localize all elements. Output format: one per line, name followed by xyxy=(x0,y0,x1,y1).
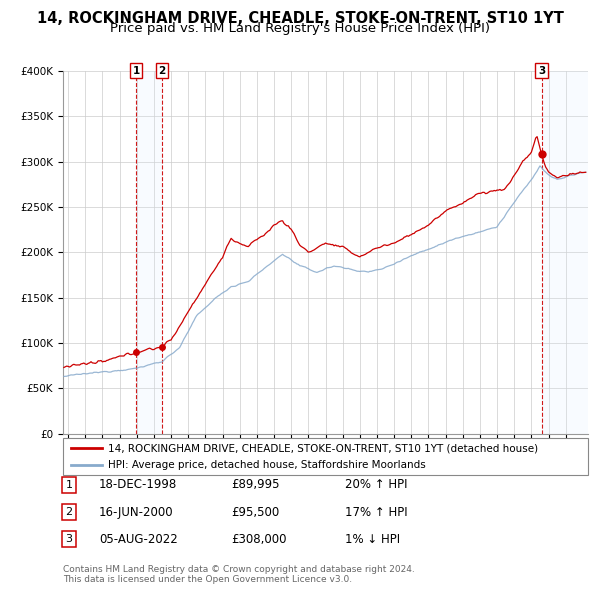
Text: £95,500: £95,500 xyxy=(231,506,279,519)
Text: 1: 1 xyxy=(133,66,140,76)
Text: 20% ↑ HPI: 20% ↑ HPI xyxy=(345,478,407,491)
Text: £89,995: £89,995 xyxy=(231,478,280,491)
Bar xyxy=(542,71,588,434)
Text: 2: 2 xyxy=(65,507,73,517)
Text: 1% ↓ HPI: 1% ↓ HPI xyxy=(345,533,400,546)
Text: 16-JUN-2000: 16-JUN-2000 xyxy=(99,506,173,519)
Text: 17% ↑ HPI: 17% ↑ HPI xyxy=(345,506,407,519)
Text: Price paid vs. HM Land Registry's House Price Index (HPI): Price paid vs. HM Land Registry's House … xyxy=(110,22,490,35)
Text: This data is licensed under the Open Government Licence v3.0.: This data is licensed under the Open Gov… xyxy=(63,575,352,584)
Text: 2: 2 xyxy=(158,66,166,76)
Text: 14, ROCKINGHAM DRIVE, CHEADLE, STOKE-ON-TRENT, ST10 1YT: 14, ROCKINGHAM DRIVE, CHEADLE, STOKE-ON-… xyxy=(37,11,563,25)
Text: 14, ROCKINGHAM DRIVE, CHEADLE, STOKE-ON-TRENT, ST10 1YT (detached house): 14, ROCKINGHAM DRIVE, CHEADLE, STOKE-ON-… xyxy=(107,443,538,453)
Bar xyxy=(136,71,162,434)
Text: 05-AUG-2022: 05-AUG-2022 xyxy=(99,533,178,546)
Text: £308,000: £308,000 xyxy=(231,533,287,546)
Text: 18-DEC-1998: 18-DEC-1998 xyxy=(99,478,177,491)
Text: Contains HM Land Registry data © Crown copyright and database right 2024.: Contains HM Land Registry data © Crown c… xyxy=(63,565,415,574)
Text: 1: 1 xyxy=(65,480,73,490)
Text: 3: 3 xyxy=(65,535,73,544)
Text: 3: 3 xyxy=(538,66,545,76)
Text: HPI: Average price, detached house, Staffordshire Moorlands: HPI: Average price, detached house, Staf… xyxy=(107,460,425,470)
